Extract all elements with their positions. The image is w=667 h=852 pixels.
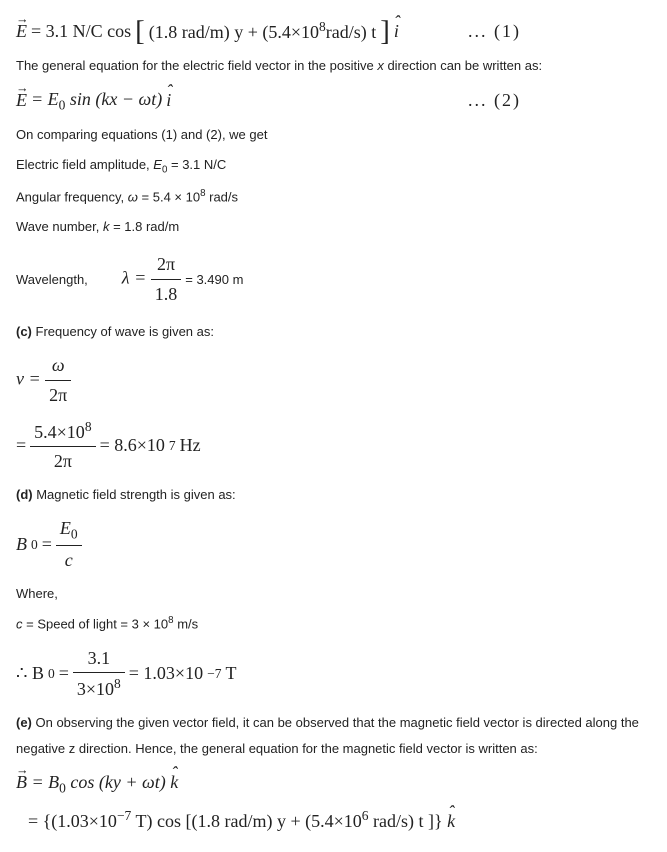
B0-calc: ∴ B0 = 3.1 3×108 = 1.03×10−7 T	[16, 644, 651, 705]
eq2-text: = E0 sin (kx − ωt)	[31, 85, 162, 116]
wavelength-label: Wavelength,	[16, 267, 88, 293]
nu-eq-2: = 5.4×108 2π = 8.6×107 Hz	[16, 416, 651, 477]
para-general-eq: The general equation for the electric fi…	[16, 53, 651, 79]
B-general-eq: B = B0 cos (ky + ωt) k	[16, 768, 651, 799]
section-d: (d) Magnetic field strength is given as:	[16, 482, 651, 508]
vector-E-2: E	[16, 86, 27, 115]
compare-line: On comparing equations (1) and (2), we g…	[16, 122, 651, 148]
amplitude-line: Electric field amplitude, E0 = 3.1 N/C	[16, 152, 651, 180]
section-e: (e) On observing the given vector field,…	[16, 710, 651, 762]
wavelength-result: = 3.490 m	[185, 267, 243, 293]
B0-eq: B0 = E0 c	[16, 514, 651, 575]
equation-2: E = E0 sin (kx − ωt) i ... (2)	[16, 85, 651, 116]
eq1-inside: (1.8 rad/m) y + (5.4×108rad/s) t	[149, 16, 377, 47]
eq2-tag: ... (2)	[468, 86, 651, 115]
vector-E: E	[16, 17, 27, 46]
eq1-text: = 3.1 N/C cos	[31, 17, 131, 46]
where-line: Where,	[16, 581, 651, 607]
section-c: (c) Frequency of wave is given as:	[16, 319, 651, 345]
wavelength-line: Wavelength, λ = 2π 1.8 = 3.490 m	[16, 244, 651, 315]
c-speed-line: c = Speed of light = 3 × 108 m/s	[16, 611, 651, 637]
unit-vector-i-2: i	[166, 86, 171, 115]
k-line: Wave number, k = 1.8 rad/m	[16, 214, 651, 240]
wavelength-frac: 2π 1.8	[151, 250, 182, 309]
omega-line: Angular frequency, ω = 5.4 × 108 rad/s	[16, 184, 651, 210]
lbracket: [	[135, 23, 145, 40]
nu-eq-1: ν = ω 2π	[16, 351, 651, 410]
rbracket: ]	[380, 23, 390, 40]
unit-vector-i: i	[394, 17, 399, 46]
equation-1: E = 3.1 N/C cos [ (1.8 rad/m) y + (5.4×1…	[16, 16, 651, 47]
B-final-eq: = {(1.03×10−7 T) cos [(1.8 rad/m) y + (5…	[16, 805, 651, 836]
eq1-tag: ... (1)	[468, 17, 651, 46]
